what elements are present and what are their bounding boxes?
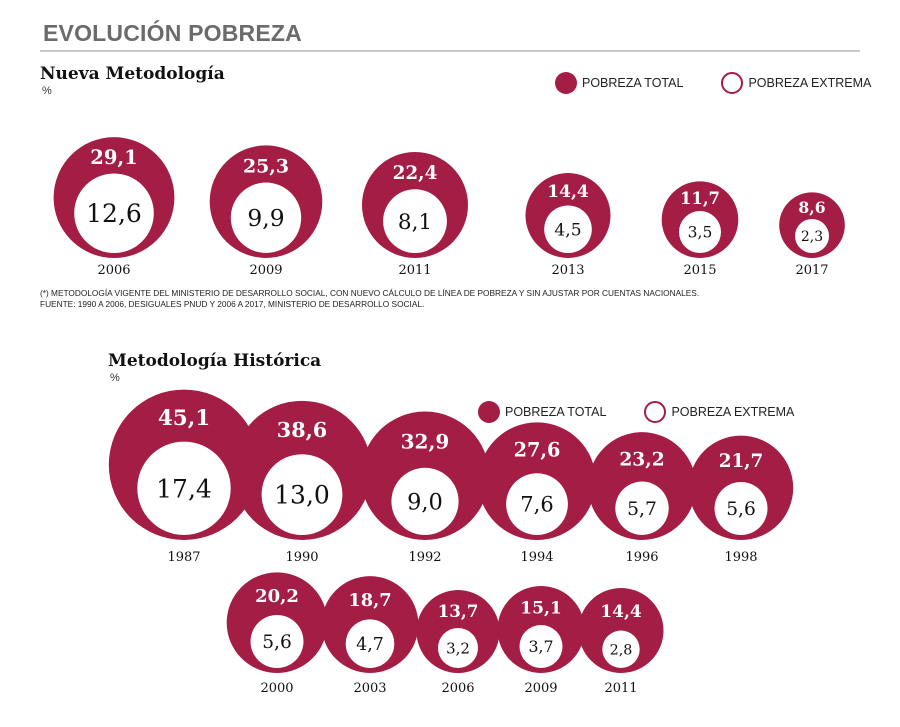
year-label: 2011 bbox=[604, 681, 637, 696]
extreme-bubble bbox=[615, 481, 669, 535]
extreme-value-label: 2,3 bbox=[801, 229, 823, 245]
extreme-bubble bbox=[506, 473, 568, 536]
extreme-bubble bbox=[345, 619, 395, 669]
total-value-label: 15,1 bbox=[520, 598, 562, 618]
legend-historica: POBREZA TOTAL POBREZA EXTREMA bbox=[478, 401, 794, 423]
extreme-value-label: 5,6 bbox=[726, 499, 756, 520]
legend-extreme-label: POBREZA EXTREMA bbox=[748, 76, 872, 90]
extreme-value-label: 4,5 bbox=[554, 220, 581, 240]
total-value-label: 11,7 bbox=[680, 189, 720, 208]
extreme-bubble bbox=[137, 441, 231, 535]
legend-extreme-swatch bbox=[644, 401, 667, 423]
extreme-value-label: 2,8 bbox=[610, 642, 633, 658]
extreme-value-label: 9,0 bbox=[407, 490, 443, 516]
footnote: (*) METODOLOGÍA VIGENTE DEL MINISTERIO D… bbox=[40, 288, 699, 309]
extreme-value-label: 12,6 bbox=[86, 199, 142, 228]
year-label: 1987 bbox=[167, 550, 200, 565]
legend-extreme-swatch bbox=[721, 72, 744, 94]
total-value-label: 29,1 bbox=[90, 146, 138, 169]
extreme-value-label: 3,5 bbox=[688, 224, 713, 242]
year-label: 2006 bbox=[441, 681, 474, 696]
year-label: 2011 bbox=[398, 263, 431, 278]
extreme-bubble bbox=[795, 219, 829, 254]
page-title: EVOLUCIÓN POBREZA bbox=[43, 20, 302, 46]
year-label: 2015 bbox=[683, 263, 716, 278]
extreme-value-label: 13,0 bbox=[274, 481, 330, 510]
year-label: 2009 bbox=[249, 263, 282, 278]
extreme-value-label: 5,6 bbox=[262, 632, 292, 653]
unit-label-historica: % bbox=[110, 372, 120, 384]
legend-nueva: POBREZA TOTAL POBREZA EXTREMA bbox=[555, 72, 871, 94]
page-header: EVOLUCIÓN POBREZA bbox=[40, 16, 860, 52]
total-value-label: 25,3 bbox=[243, 156, 289, 178]
year-label: 2013 bbox=[551, 263, 584, 278]
total-value-label: 32,9 bbox=[401, 430, 450, 454]
footnote-source: FUENTE: 1990 A 2006, DESIGUALES PNUD Y 2… bbox=[40, 298, 425, 309]
extreme-value-label: 3,2 bbox=[446, 639, 470, 657]
extreme-value-label: 3,7 bbox=[528, 637, 553, 656]
extreme-bubble bbox=[544, 205, 592, 254]
total-value-label: 18,7 bbox=[348, 590, 391, 611]
extreme-bubble bbox=[230, 182, 302, 253]
legend-total-swatch bbox=[478, 401, 500, 423]
year-label: 1990 bbox=[285, 550, 318, 565]
legend-total-label: POBREZA TOTAL bbox=[582, 76, 684, 90]
extreme-bubble bbox=[679, 211, 721, 254]
extreme-bubble bbox=[602, 630, 640, 668]
year-label: 1996 bbox=[625, 550, 658, 565]
year-label: 1992 bbox=[408, 550, 441, 565]
total-value-label: 21,7 bbox=[719, 451, 764, 472]
extreme-value-label: 17,4 bbox=[156, 474, 212, 503]
year-label: 2017 bbox=[795, 263, 828, 278]
legend-extreme-label: POBREZA EXTREMA bbox=[671, 405, 795, 419]
year-label: 2009 bbox=[524, 681, 557, 696]
year-label: 2006 bbox=[97, 263, 130, 278]
extreme-bubble bbox=[261, 454, 343, 536]
total-value-label: 45,1 bbox=[158, 406, 210, 431]
footnote-methodology: (*) METODOLOGÍA VIGENTE DEL MINISTERIO D… bbox=[40, 288, 700, 298]
extreme-value-label: 8,1 bbox=[398, 210, 432, 235]
extreme-value-label: 5,7 bbox=[627, 499, 657, 520]
extreme-bubble bbox=[250, 614, 304, 668]
year-label: 1994 bbox=[520, 550, 553, 565]
total-value-label: 20,2 bbox=[255, 586, 299, 607]
total-value-label: 14,4 bbox=[600, 602, 642, 622]
total-value-label: 22,4 bbox=[393, 163, 438, 184]
legend-total-swatch bbox=[555, 72, 577, 94]
legend-total-label: POBREZA TOTAL bbox=[505, 405, 607, 419]
section-title-historica: Metodología Histórica bbox=[108, 351, 322, 371]
extreme-bubble bbox=[391, 467, 459, 535]
total-value-label: 14,4 bbox=[547, 182, 589, 202]
total-value-label: 23,2 bbox=[619, 449, 664, 470]
extreme-bubble bbox=[438, 627, 478, 668]
total-value-label: 27,6 bbox=[514, 439, 561, 462]
year-label: 2003 bbox=[353, 681, 386, 696]
extreme-bubble bbox=[519, 624, 563, 668]
section-title-nueva: Nueva Metodología bbox=[40, 64, 225, 84]
total-value-label: 13,7 bbox=[438, 601, 479, 621]
extreme-bubble bbox=[714, 481, 768, 535]
extreme-value-label: 7,6 bbox=[520, 493, 553, 517]
extreme-value-label: 9,9 bbox=[247, 204, 284, 232]
year-label: 1998 bbox=[724, 550, 757, 565]
total-bubble bbox=[578, 587, 664, 673]
extreme-bubble bbox=[383, 189, 447, 254]
extreme-bubble bbox=[74, 173, 154, 254]
unit-label-nueva: % bbox=[42, 85, 52, 97]
year-label: 2000 bbox=[260, 681, 293, 696]
total-value-label: 8,6 bbox=[798, 198, 825, 217]
extreme-value-label: 4,7 bbox=[356, 635, 384, 655]
total-value-label: 38,6 bbox=[277, 418, 327, 442]
